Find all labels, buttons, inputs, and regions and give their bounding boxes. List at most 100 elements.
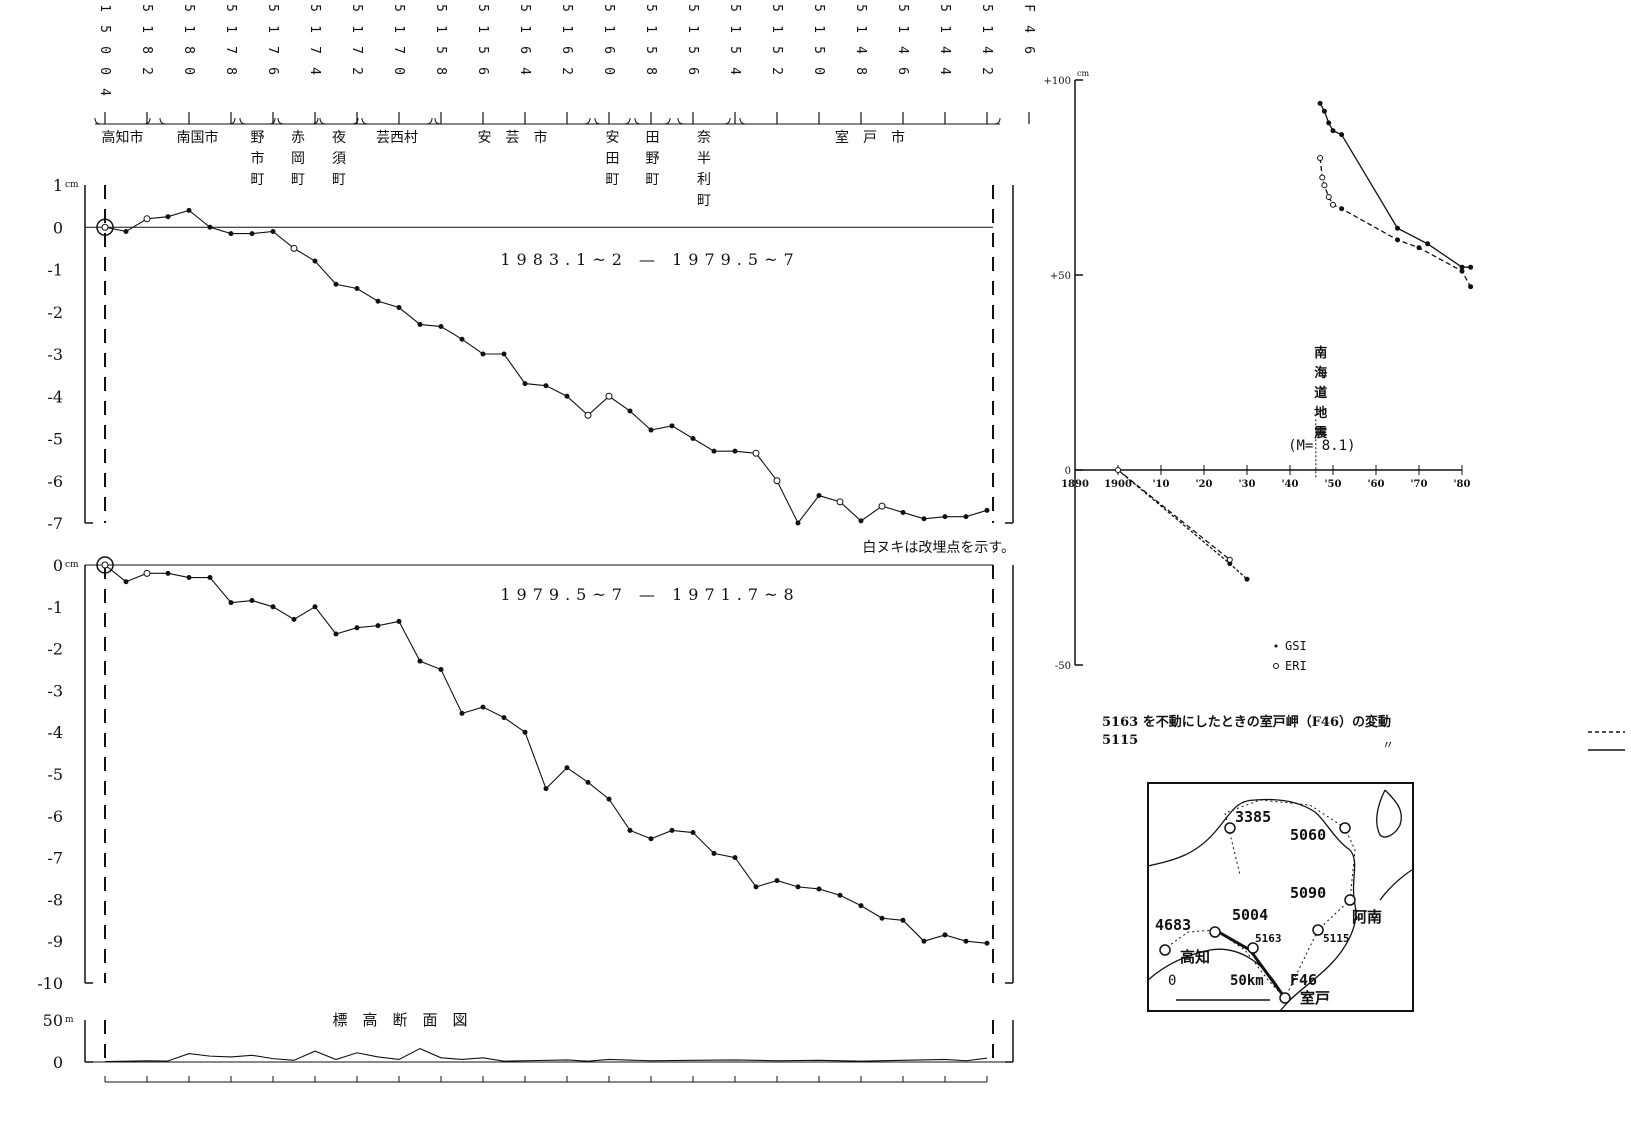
place-name: 高知市 bbox=[102, 129, 144, 146]
ts-point bbox=[1416, 245, 1422, 251]
place-name-char: 半 bbox=[697, 151, 711, 167]
station-digit: 6 bbox=[265, 67, 280, 75]
station-digit: 1 bbox=[223, 25, 238, 33]
group-bracket bbox=[739, 117, 1001, 125]
data-point bbox=[123, 579, 129, 585]
data-point bbox=[312, 604, 318, 610]
legend-gsi: GSI bbox=[1285, 639, 1307, 653]
station-digit: 1 bbox=[181, 25, 196, 33]
y-unit: cm bbox=[65, 560, 79, 570]
coastline-shikoku-east bbox=[1147, 798, 1357, 1012]
station-digit: 5 bbox=[517, 4, 532, 12]
data-point bbox=[501, 715, 507, 721]
station-digit: 6 bbox=[475, 67, 490, 75]
event-magnitude: (M= 8.1) bbox=[1288, 438, 1355, 454]
open-point bbox=[773, 477, 781, 485]
data-point bbox=[900, 917, 906, 923]
place-name: 南国市 bbox=[177, 129, 219, 146]
station-digit: 8 bbox=[433, 67, 448, 75]
station-digit: 5 bbox=[643, 46, 658, 54]
elevation-line bbox=[104, 1047, 988, 1063]
ts-y-label: -50 bbox=[1055, 661, 1071, 672]
y-tick-label: 1 bbox=[53, 176, 63, 195]
legend-eri-marker bbox=[1273, 663, 1279, 669]
data-point bbox=[984, 507, 990, 513]
data-point bbox=[669, 827, 675, 833]
data-point bbox=[732, 448, 738, 454]
data-point bbox=[942, 932, 948, 938]
station-digit: 4 bbox=[979, 46, 994, 54]
period-label: 1979.5~7 — 1971.7~8 bbox=[500, 585, 799, 604]
station-digit: 5 bbox=[433, 46, 448, 54]
map-label: 5115 bbox=[1323, 932, 1350, 945]
place-name: 安 芸 市 bbox=[478, 129, 548, 146]
place-name-char: 岡 bbox=[291, 151, 305, 167]
open-point bbox=[101, 223, 109, 231]
place-name-char: 町 bbox=[251, 172, 265, 188]
station-digit: 1 bbox=[139, 25, 154, 33]
ts-point bbox=[1330, 201, 1336, 208]
station-digit: 5 bbox=[601, 4, 616, 12]
data-point bbox=[228, 231, 234, 237]
station-digit: 1 bbox=[391, 25, 406, 33]
place-name-char: 野 bbox=[251, 130, 265, 146]
data-point bbox=[669, 423, 675, 429]
ts-point bbox=[1459, 268, 1465, 274]
caption-5115: 5115 bbox=[1102, 733, 1138, 748]
data-point bbox=[522, 381, 528, 387]
data-point bbox=[396, 305, 402, 311]
station-digit: 1 bbox=[643, 25, 658, 33]
legend-eri: ERI bbox=[1285, 659, 1307, 673]
y-tick-label: -3 bbox=[47, 681, 63, 700]
station-digit: 4 bbox=[97, 88, 112, 96]
station-digit: 2 bbox=[769, 67, 784, 75]
station-digit: 6 bbox=[895, 67, 910, 75]
place-name-char: 町 bbox=[606, 172, 620, 188]
station-digit: 6 bbox=[1021, 46, 1036, 54]
station-digit: 0 bbox=[97, 67, 112, 75]
ts-point bbox=[1317, 100, 1323, 106]
y-tick-label: -6 bbox=[47, 472, 63, 491]
data-point bbox=[963, 938, 969, 944]
data-point bbox=[207, 224, 213, 230]
period-label: 1983.1~2 — 1979.5~7 bbox=[500, 250, 799, 269]
caption-ditto: 〃 bbox=[1382, 738, 1394, 752]
station-digit: 4 bbox=[727, 67, 742, 75]
station-digit: 2 bbox=[979, 67, 994, 75]
station-digit: 5 bbox=[895, 4, 910, 12]
ts-x-label: 1890 bbox=[1061, 479, 1089, 490]
benchmark-circle bbox=[1159, 944, 1171, 956]
ts-point bbox=[1330, 128, 1336, 134]
data-point bbox=[984, 940, 990, 946]
data-point bbox=[585, 779, 591, 785]
station-digit: 0 bbox=[181, 67, 196, 75]
station-digit: 1 bbox=[979, 25, 994, 33]
data-point bbox=[333, 631, 339, 637]
ts-point bbox=[1319, 174, 1326, 181]
data-point bbox=[648, 836, 654, 842]
group-bracket bbox=[361, 117, 433, 125]
ts-point bbox=[1339, 206, 1345, 212]
data-point bbox=[564, 765, 570, 771]
y-tick-label: 50 bbox=[43, 1011, 63, 1030]
station-digit: 5 bbox=[685, 46, 700, 54]
group-bracket bbox=[434, 117, 591, 125]
data-point bbox=[396, 618, 402, 624]
data-point bbox=[543, 786, 549, 792]
station-digit: 6 bbox=[601, 46, 616, 54]
station-digit: 8 bbox=[643, 67, 658, 75]
data-point bbox=[795, 520, 801, 526]
place-name-char: 安 bbox=[606, 130, 620, 146]
data-point bbox=[459, 710, 465, 716]
place-name-char: 町 bbox=[291, 172, 305, 188]
station-digit: 4 bbox=[1021, 25, 1036, 33]
ts-x-label: '30 bbox=[1239, 479, 1256, 490]
series-line bbox=[104, 564, 988, 944]
data-point bbox=[123, 228, 129, 234]
benchmark-circle bbox=[1312, 924, 1324, 936]
data-point bbox=[921, 516, 927, 522]
ts-x-label: '70 bbox=[1411, 479, 1428, 490]
open-point bbox=[143, 215, 151, 223]
data-point bbox=[627, 408, 633, 414]
ts-y-label: +100 bbox=[1044, 76, 1071, 87]
